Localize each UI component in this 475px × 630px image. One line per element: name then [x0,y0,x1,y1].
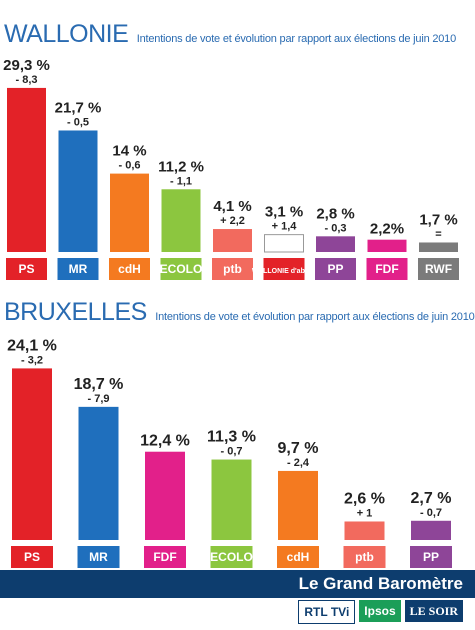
bruxelles-bar-ptb [344,521,385,540]
wallonie-change-label-ecolo: - 1,1 [170,175,192,187]
bruxelles-party-badge-ps [11,546,53,568]
wallonie-header: WALLONIE Intentions de vote et évolution… [4,20,456,49]
wallonie-tick-label-ecolo: ECOLO [160,262,203,276]
bruxelles-value-label-ptb: 2,6 % [344,490,385,507]
bruxelles-tick-label-pp: PP [423,550,439,564]
bruxelles-change-label-cdh: - 2,4 [287,457,310,469]
wallonie-value-label-mr: 21,7 % [55,99,102,116]
wallonie-change-label-pp: - 0,3 [324,222,346,234]
bruxelles-value-label-fdf: 12,4 % [140,433,190,450]
bruxelles-value-label-mr: 18,7 % [74,376,124,393]
wallonie-change-label-mr: - 0,5 [67,116,89,128]
wallonie-party-badge-cdh [109,258,150,280]
bruxelles-value-label-ps: 24,1 % [7,337,57,354]
bruxelles-change-label-mr: - 7,9 [87,393,109,405]
bruxelles-party-badge-mr [77,546,120,568]
bruxelles-party-badge-ptb [343,546,386,568]
footer-band: Le Grand Baromètre [0,570,475,598]
wallonie-bar-rwf [419,242,458,252]
wallonie-change-label-cdh: - 0,6 [118,160,140,172]
wallonie-party-badge-ptb [212,258,253,280]
wallonie-title: WALLONIE [4,20,129,48]
wallonie-value-label-ptb: 4,1 % [213,198,251,215]
bruxelles-party-badge-ecolo [210,546,253,568]
bruxelles-tick-label-fdf: FDF [153,550,176,564]
le-soir-logo: LE SOIR [404,600,463,622]
bruxelles-tick-label-ps: PS [24,550,40,564]
wallonie-bar-chart: 29,3 %- 8,3 PS 21,7 %- 0,5 MR 14 %- 0,6 cdH 11… [3,57,459,280]
wallonie-bar-cdh [110,173,149,252]
bruxelles-party-badge-cdh [277,546,319,568]
wallonie-tick-label-fdf: FDF [375,262,398,276]
wallonie-bar-pp [316,236,355,252]
wallonie-change-label-wallonie-d-abord: + 1,4 [272,221,298,233]
wallonie-tick-label-ps: PS [18,262,34,276]
wallonie-bar-ps [7,87,46,252]
bruxelles-change-label-ptb: + 1 [357,507,373,519]
wallonie-value-label-wallonie-d-abord: 3,1 % [265,204,303,221]
bruxelles-title: BRUXELLES [4,298,147,326]
footer: Le Grand Baromètre RTL TVi Ipsos LE SOIR [0,570,475,630]
wallonie-tick-label-mr: MR [69,262,88,276]
wallonie-party-badge-rwf [418,258,459,280]
wallonie-value-label-fdf: 2,2% [370,221,404,238]
wallonie-value-label-ps: 29,3 % [3,57,50,74]
bruxelles-change-label-pp: - 0,7 [420,507,442,519]
bruxelles-bar-chart: 24,1 %- 3,2 PS 18,7 %- 7,9 MR 12,4 % FDF 11,3 … [7,337,452,568]
wallonie-subtitle: Intentions de vote et évolution par rapp… [136,33,457,45]
wallonie-tick-label-wallonie-d-abord: WALLONIE d'abord [252,268,316,275]
bruxelles-header: BRUXELLES Intentions de vote et évolutio… [4,298,475,327]
wallonie-party-badge-ecolo [160,258,202,280]
bruxelles-change-label-ps: - 3,2 [21,354,43,366]
wallonie-bar-wallonie-d-abord [264,234,304,253]
bruxelles-bar-mr [78,406,119,540]
bruxelles-value-label-ecolo: 11,3 % [207,429,256,446]
bruxelles-tick-label-ecolo: ECOLO [210,550,253,564]
wallonie-change-label-ptb: + 2,2 [220,215,245,227]
wallonie-party-badge-wallonie-d-abord [263,258,305,280]
bruxelles-party-badge-fdf [144,546,186,568]
footer-logos: RTL TVi Ipsos LE SOIR [298,600,463,624]
wallonie-party-badge-pp [315,258,356,280]
wallonie-tick-label-ptb: ptb [223,262,242,276]
wallonie-bar-ecolo [161,189,201,252]
bruxelles-bar-ps [12,368,52,540]
wallonie-value-label-rwf: 1,7 % [419,211,457,228]
wallonie-party-badge-fdf [366,258,408,280]
bruxelles-party-badge-pp [410,546,452,568]
wallonie-tick-label-rwf: RWF [425,262,452,276]
wallonie-bar-fdf [367,239,407,252]
footer-title: Le Grand Baromètre [298,574,463,593]
wallonie-bar-mr [58,130,98,252]
bruxelles-bar-ecolo [211,459,252,540]
bruxelles-tick-label-mr: MR [89,550,108,564]
bruxelles-tick-label-ptb: ptb [355,550,374,564]
bruxelles-subtitle: Intentions de vote et évolution par rapp… [155,311,475,323]
wallonie-value-label-cdh: 14 % [112,143,146,160]
wallonie-value-label-ecolo: 11,2 % [158,158,204,175]
wallonie-value-label-pp: 2,8 % [316,205,354,222]
rtl-logo: RTL TVi [298,600,356,624]
bruxelles-bar-pp [411,520,451,540]
bruxelles-change-label-ecolo: - 0,7 [220,446,242,458]
bruxelles-tick-label-cdh: cdH [287,550,310,564]
bruxelles-bar-fdf [145,451,185,540]
ipsos-logo: Ipsos [359,600,401,622]
wallonie-bar-ptb [213,229,252,252]
wallonie-change-label-ps: - 8,3 [15,74,37,86]
wallonie-change-label-rwf: = [435,228,441,240]
bruxelles-bar-cdh [278,470,318,540]
wallonie-party-badge-ps [6,258,47,280]
wallonie-party-badge-mr [57,258,99,280]
bruxelles-value-label-cdh: 9,7 % [278,440,319,457]
wallonie-tick-label-cdh: cdH [118,262,141,276]
bruxelles-value-label-pp: 2,7 % [411,490,452,507]
wallonie-tick-label-pp: PP [327,262,343,276]
